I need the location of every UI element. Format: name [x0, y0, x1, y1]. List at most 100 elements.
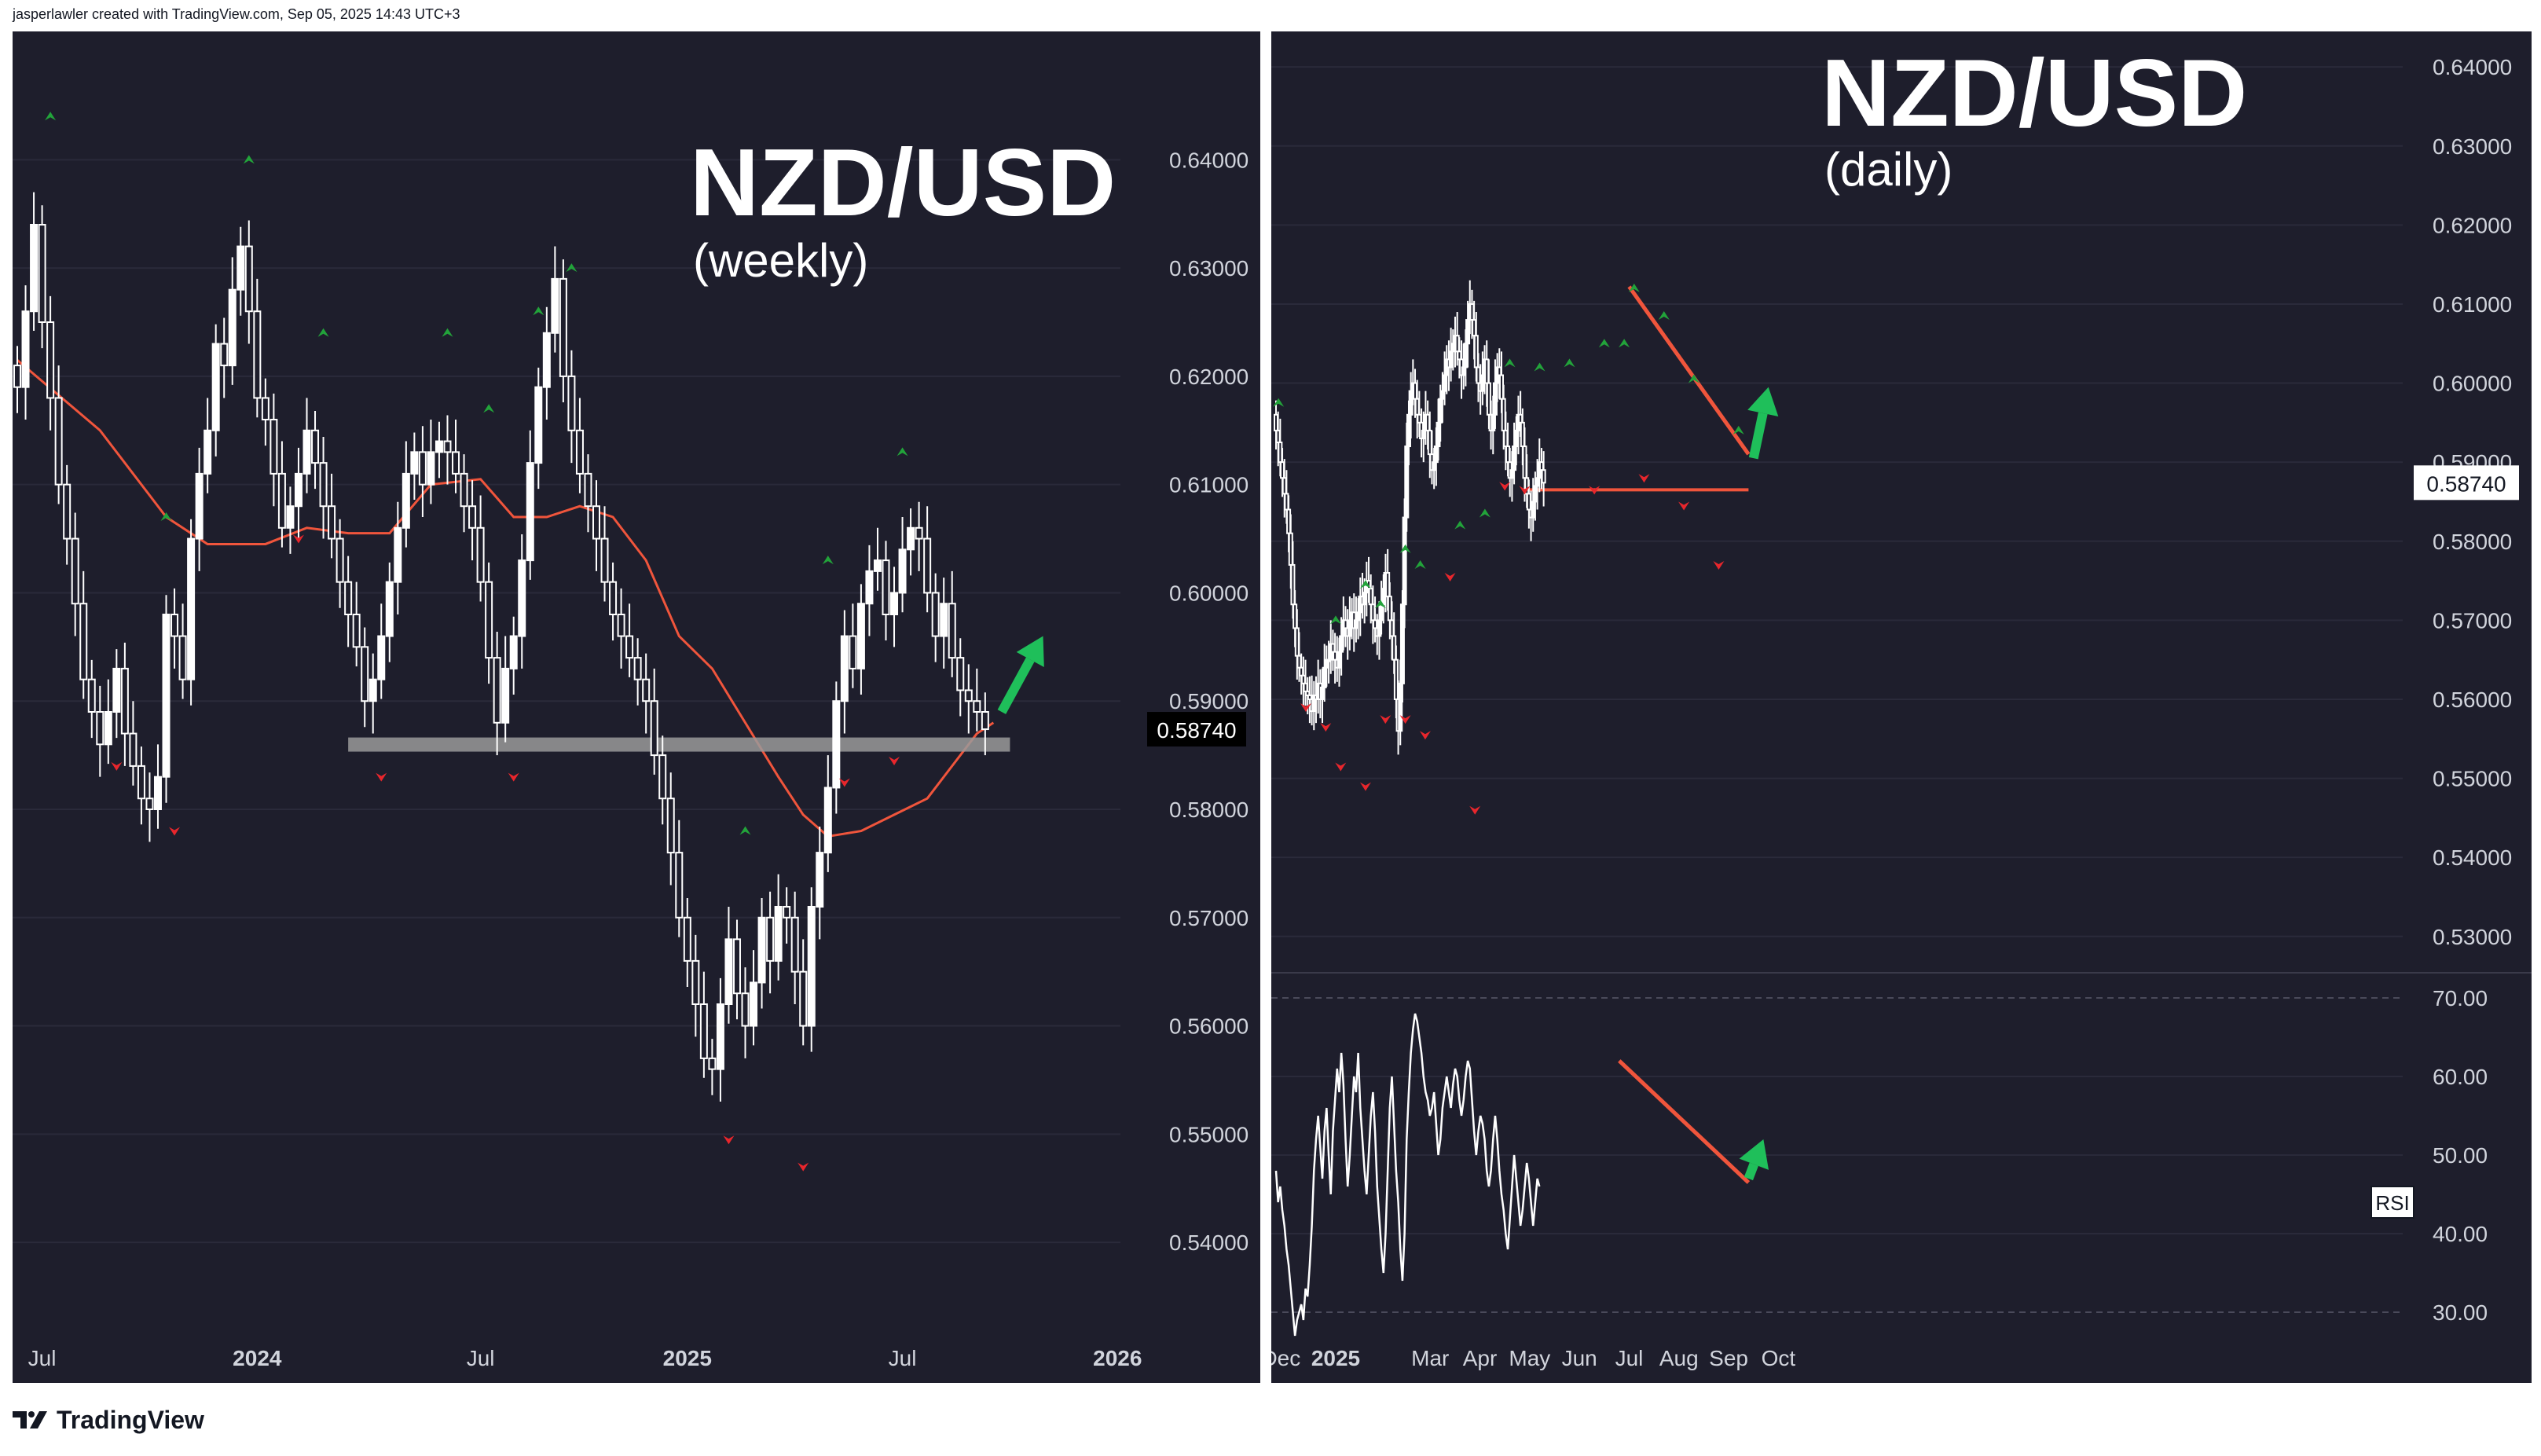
daily-candle — [1505, 446, 1511, 464]
daily-chart-svg[interactable]: 0.640000.630000.620000.610000.600000.590… — [1271, 31, 2532, 1383]
tradingview-footer[interactable]: TradingView — [13, 1403, 204, 1437]
daily-candle — [1526, 493, 1531, 511]
weekly-candle — [253, 310, 262, 399]
weekly-candle — [137, 765, 145, 800]
daily-resistance-trendline — [1627, 285, 1751, 456]
daily-price-label-box — [2414, 465, 2519, 501]
daily-candle — [1399, 603, 1405, 684]
daily-candle — [1393, 658, 1399, 700]
daily-fractal-up — [1374, 600, 1386, 609]
daily-fractal-up — [1564, 358, 1575, 368]
weekly-candle — [485, 581, 493, 659]
weekly-candle — [344, 581, 353, 616]
weekly-candle — [873, 559, 882, 572]
daily-candle — [1465, 319, 1471, 345]
daily-candle — [1379, 603, 1384, 622]
weekly-candle — [898, 548, 907, 594]
weekly-chart-svg[interactable]: 0.64000 0.63000 0.62000 0.61000 0.60000 0.590… — [13, 31, 1260, 1383]
weekly-up-arrow-shaft — [997, 657, 1035, 714]
weekly-candle — [394, 526, 402, 583]
weekly-x-tick-label: Jul — [889, 1346, 917, 1370]
weekly-candle — [584, 472, 592, 508]
weekly-candle — [410, 451, 419, 475]
daily-candle — [1531, 501, 1536, 519]
weekly-fractal-down — [723, 1135, 735, 1145]
weekly-candle — [204, 429, 212, 475]
weekly-candle — [683, 916, 691, 962]
daily-chart-panel[interactable]: 0.64000 0.63000 0.62000 0.61000 0.60000 0.590… — [1271, 31, 2532, 1383]
daily-y-tick-label: 0.61000 — [2433, 292, 2512, 317]
daily-candle — [1300, 674, 1306, 684]
weekly-candle — [849, 635, 857, 669]
weekly-chart-panel[interactable]: 0.64000 0.63000 0.62000 0.61000 0.60000 0.590… — [13, 31, 1260, 1383]
daily-fractal-up — [1619, 339, 1630, 348]
weekly-chart-title: NZD/USD — [690, 129, 1116, 236]
weekly-fractal-down — [292, 534, 304, 544]
daily-fractal-up — [1329, 615, 1341, 625]
rsi-y-tick-label: 60.00 — [2433, 1065, 2488, 1089]
daily-candle — [1402, 516, 1407, 606]
weekly-candle — [468, 505, 477, 529]
daily-candle — [1339, 635, 1344, 653]
weekly-y-tick-label: 0.61000 — [1169, 473, 1248, 497]
daily-candle — [1413, 382, 1418, 400]
weekly-candle — [741, 992, 750, 1027]
weekly-candle — [418, 451, 427, 486]
weekly-candle — [973, 700, 981, 713]
weekly-fractal-up — [243, 155, 255, 164]
daily-candle — [1414, 398, 1420, 416]
rsi-y-tick-label: 40.00 — [2433, 1222, 2488, 1246]
weekly-x-tick-label: 2026 — [1093, 1346, 1142, 1370]
daily-x-tick-label: 2025 — [1311, 1346, 1360, 1370]
daily-fractal-up — [1688, 374, 1700, 383]
weekly-candle — [551, 277, 559, 334]
weekly-x-tick-label: Jul — [28, 1346, 57, 1370]
weekly-candle — [104, 711, 112, 746]
daily-fractal-up — [1399, 544, 1411, 553]
weekly-candle — [21, 310, 30, 388]
weekly-fractal-down — [798, 1162, 809, 1172]
daily-candle — [1433, 446, 1439, 464]
weekly-candle — [129, 732, 138, 767]
weekly-candle — [783, 906, 791, 919]
weekly-candle — [434, 440, 443, 453]
daily-candle — [1473, 335, 1479, 369]
weekly-candle — [236, 245, 245, 291]
weekly-candle — [964, 689, 973, 702]
daily-fractal-down — [1499, 482, 1511, 491]
daily-candle — [1432, 461, 1437, 471]
daily-y-tick-label: 0.60000 — [2433, 372, 2512, 396]
weekly-candle — [790, 916, 799, 973]
weekly-candle — [609, 581, 618, 616]
weekly-candle — [352, 614, 361, 648]
daily-candle — [1353, 619, 1358, 629]
weekly-candle — [54, 397, 63, 486]
daily-candle — [1333, 651, 1338, 661]
weekly-candle — [708, 1057, 717, 1070]
weekly-candle — [385, 581, 394, 637]
daily-price-label: 0.58740 — [2426, 471, 2506, 496]
daily-candle — [1520, 421, 1525, 448]
weekly-candle — [452, 451, 460, 475]
weekly-fractal-down — [508, 772, 519, 782]
weekly-candle — [211, 343, 220, 431]
daily-candle — [1448, 350, 1454, 369]
weekly-candle — [38, 224, 46, 323]
weekly-candle — [509, 635, 518, 669]
daily-candle — [1408, 390, 1414, 416]
daily-candle — [1362, 592, 1367, 606]
weekly-candle — [228, 288, 236, 367]
weekly-candle — [302, 429, 311, 475]
rsi-trendline — [1618, 1059, 1751, 1184]
daily-candle — [1518, 413, 1524, 424]
weekly-fractal-up — [317, 328, 329, 337]
weekly-fractal-down — [169, 827, 181, 836]
weekly-fractal-up — [160, 512, 172, 521]
weekly-candle — [766, 916, 775, 962]
daily-candle — [1497, 366, 1502, 376]
daily-chart-subtitle: (daily) — [1824, 143, 1952, 196]
rsi-y-tick-label: 30.00 — [2433, 1300, 2488, 1325]
weekly-candle — [96, 711, 104, 746]
weekly-candle — [856, 603, 865, 669]
daily-candle — [1469, 303, 1475, 321]
